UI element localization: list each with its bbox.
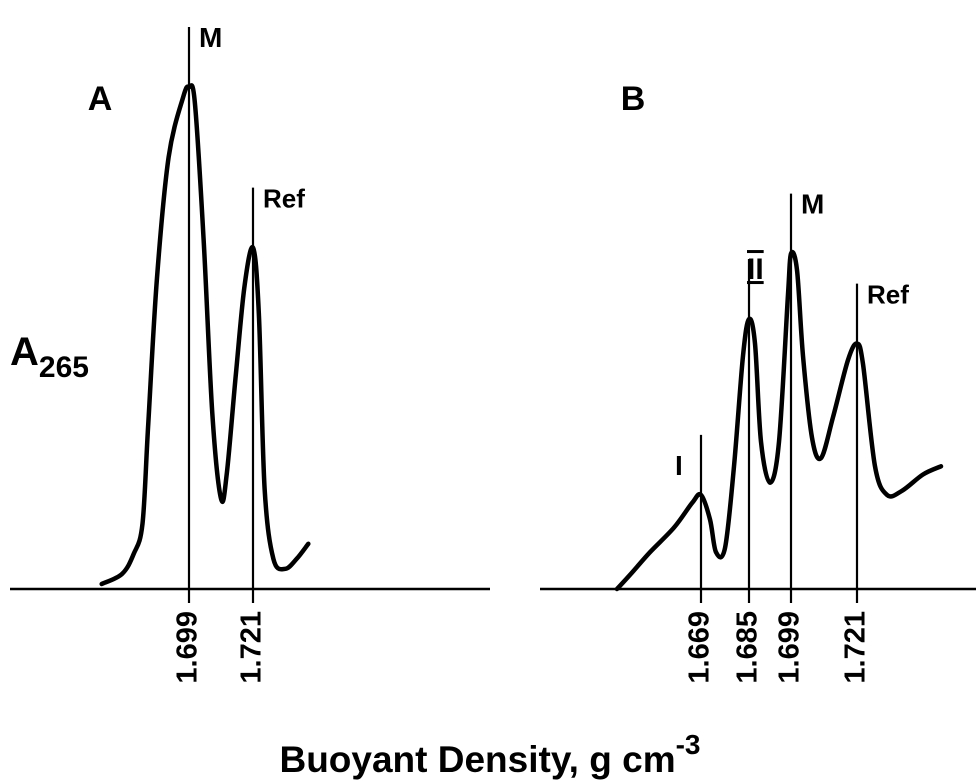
y-axis-label: A265 [10, 330, 89, 384]
panel-b-tick-label: 1.721 [840, 611, 872, 684]
panel-b-letter: B [621, 80, 646, 118]
panel-a-marks: M 1.699 Ref 1.721 [172, 22, 306, 684]
x-axis-label: Buoyant Density, g cm-3 [279, 729, 700, 780]
x-axis-label-exponent: -3 [676, 729, 701, 760]
panel-b-peak-label: Ref [867, 280, 909, 310]
panel-a-letter: A [88, 80, 113, 118]
panel-b-marks: I 1.669 II 1.685 M 1.699 Ref 1.721 [675, 189, 909, 684]
panel-a-tick-label: 1.721 [236, 611, 268, 684]
panel-a-peak-label: M [199, 22, 222, 53]
y-axis-label-letter: A [10, 330, 39, 374]
y-axis-label-subscript: 265 [39, 351, 89, 384]
x-axis-label-text: Buoyant Density, g cm [279, 739, 675, 780]
panel-a-trace [99, 83, 311, 587]
panel-a-peak-label: Ref [263, 184, 305, 214]
panel-b-peak-label: II [747, 253, 764, 286]
panel-b-tick-label: 1.699 [774, 611, 806, 684]
panel-a-tick-label: 1.699 [172, 611, 204, 684]
panel-b-trace [614, 249, 944, 592]
panel-b-peak-label: I [675, 450, 683, 481]
panel-b-tick-label: 1.685 [732, 611, 764, 684]
panel-b-tick-label: 1.669 [684, 611, 716, 684]
panel-b: B I 1.669 II 1.685 M 1.699 Ref 1.721 [540, 80, 976, 684]
panel-b-peak-label: M [801, 189, 824, 220]
